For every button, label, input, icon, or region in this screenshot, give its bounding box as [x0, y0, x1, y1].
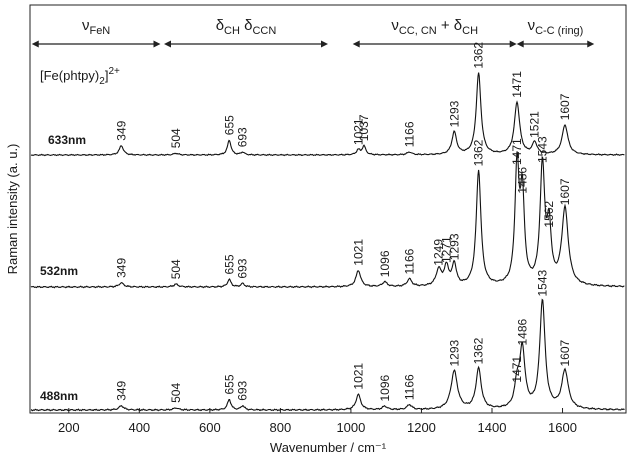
peak-label: 1021	[351, 363, 365, 390]
spectrum-line-532nm	[30, 151, 625, 289]
peak-label: 1607	[558, 178, 572, 205]
peak-label: 504	[169, 128, 183, 148]
peak-label: 693	[236, 380, 250, 400]
spectrum-488nm: 488nm	[30, 298, 625, 412]
x-ticks: 200 400 600 800 1000 1200 1400 1600	[58, 408, 577, 435]
peak-label: 655	[222, 374, 236, 394]
peak-label: 1486	[515, 318, 529, 345]
peak-label: 1607	[558, 339, 572, 366]
x-axis-title: Wavenumber / cm⁻¹	[270, 440, 387, 455]
peak-label: 1543	[535, 136, 549, 163]
peak-label: 504	[169, 383, 183, 403]
peak-label: 1166	[403, 374, 417, 400]
peak-label: 349	[114, 380, 128, 400]
region-arrowhead-right	[153, 40, 161, 48]
region-arrowhead-right	[509, 40, 517, 48]
peak-label: 1607	[558, 93, 572, 120]
region-label: δCH δCCN	[216, 17, 277, 37]
peak-label: 655	[222, 254, 236, 274]
peak-label: 693	[236, 127, 250, 147]
region-fen: νFeN	[31, 17, 161, 48]
peak-label: 1021	[351, 118, 365, 145]
x-tick-label: 200	[58, 420, 80, 435]
y-axis-title: Raman intensity (a. u.)	[5, 144, 20, 275]
peak-label: 1037	[357, 114, 371, 141]
peak-label: 349	[114, 120, 128, 140]
peak-label: 1271	[440, 236, 454, 263]
x-tick-label: 600	[199, 420, 221, 435]
region-ring: νC-C (ring)	[516, 17, 595, 48]
peak-label: 1096	[378, 250, 392, 277]
region-label: νC-C (ring)	[528, 17, 584, 37]
region-arrowhead-left	[516, 40, 524, 48]
peak-label: 1021	[351, 239, 365, 266]
peak-label: 349	[114, 258, 128, 278]
peak-label: 1249	[432, 239, 446, 266]
laser-label: 633nm	[48, 133, 86, 147]
region-arrowhead-right	[587, 40, 595, 48]
x-tick-label: 1000	[336, 420, 365, 435]
region-arrowhead-right	[321, 40, 328, 48]
region-arrowhead-left	[164, 40, 172, 48]
peak-label: 1562	[542, 201, 556, 228]
region-vcc: νCC, CN + δCH	[352, 17, 517, 48]
laser-label: 532nm	[40, 264, 78, 278]
peak-label: 1166	[403, 121, 417, 147]
peak-label: 693	[236, 258, 250, 278]
region-arrowhead-left	[31, 40, 39, 48]
x-tick-label: 1200	[407, 420, 436, 435]
spectrum-633nm: 633nm	[30, 72, 625, 157]
assignment-regions: νFeN δCH δCCN νCC, CN + δCH νC-C (ring)	[31, 17, 595, 48]
x-tick-label: 1400	[478, 420, 507, 435]
x-tick-label: 1600	[548, 420, 577, 435]
peak-label: 1362	[472, 337, 486, 364]
laser-label: 488nm	[40, 389, 78, 403]
peak-label: 1471	[510, 71, 524, 98]
peak-label: 1543	[535, 269, 549, 296]
plot-frame	[29, 4, 627, 414]
compound-label: [Fe(phtpy)2]2+	[40, 66, 120, 87]
peak-label: 1166	[403, 248, 417, 274]
region-arrowhead-left	[352, 40, 360, 48]
peak-label: 1486	[515, 167, 529, 194]
region-dch: δCH δCCN	[164, 17, 328, 48]
spectrum-line-488nm	[30, 298, 625, 412]
x-tick-label: 400	[128, 420, 150, 435]
peak-label: 504	[169, 259, 183, 279]
spectrum-532nm: 532nm	[30, 151, 625, 289]
peak-label: 1362	[472, 42, 486, 69]
peak-label: 1521	[528, 111, 542, 138]
region-label: νFeN	[82, 17, 110, 37]
spectra: 633nm 532nm 488nm	[30, 72, 625, 412]
spectrum-line-633nm	[30, 72, 625, 157]
x-tick-label: 800	[270, 420, 292, 435]
peak-label: 1293	[447, 233, 461, 260]
peak-label: 1096	[378, 374, 392, 401]
peak-label: 1293	[447, 100, 461, 127]
region-label: νCC, CN + δCH	[391, 17, 478, 37]
peak-label: 1471	[510, 356, 524, 383]
peak-label: 1471	[510, 138, 524, 165]
peak-label: 1362	[472, 139, 486, 166]
peak-label: 1293	[447, 339, 461, 366]
peak-label: 655	[222, 115, 236, 135]
